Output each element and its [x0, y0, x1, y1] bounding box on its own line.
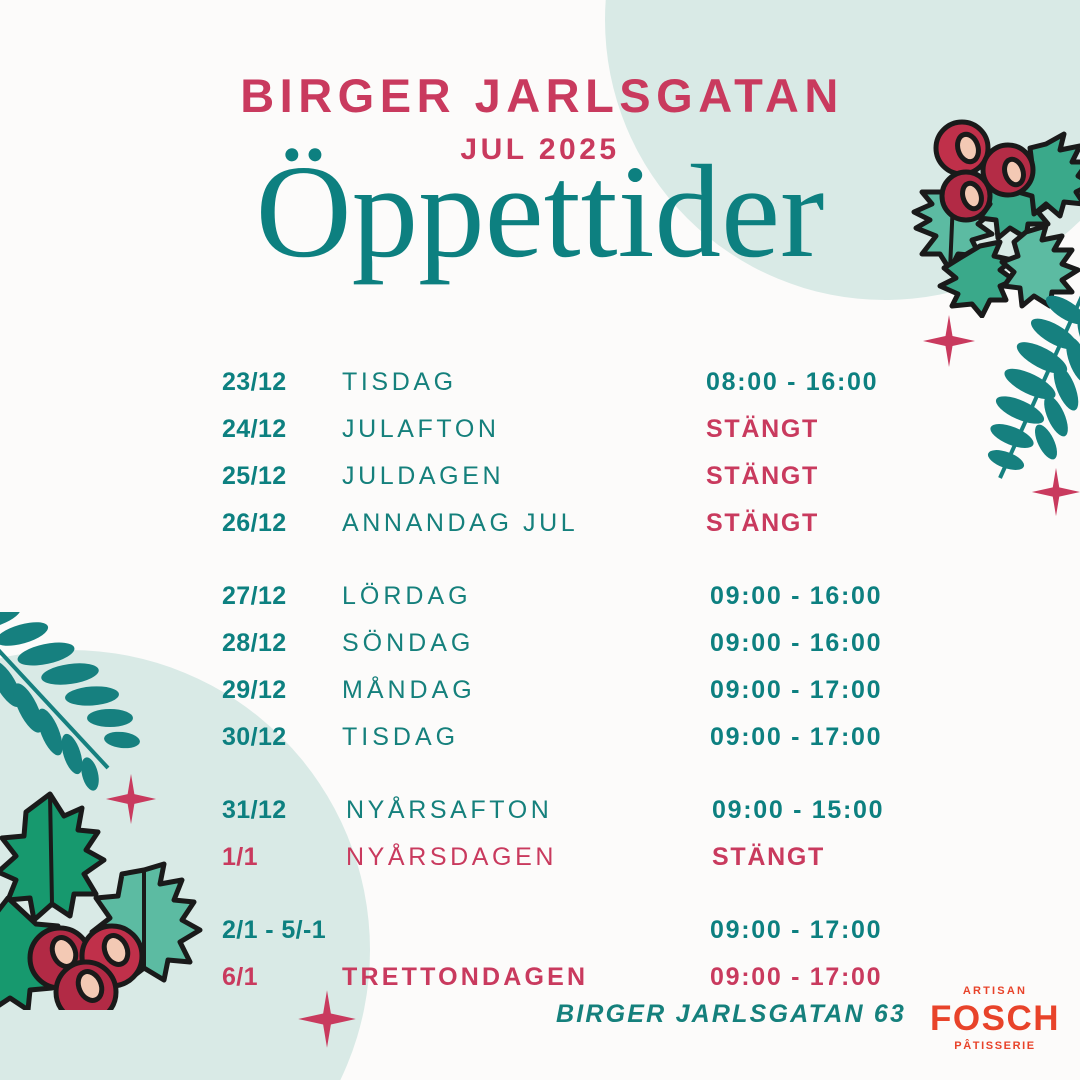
table-row: 29/12 MÅNDAG 09:00 - 17:00: [0, 676, 1080, 723]
row-hours: 09:00 - 17:00: [710, 963, 883, 991]
row-date: 25/12: [222, 462, 287, 490]
logo-artisan-text: ARTISAN: [962, 985, 1028, 997]
schedule-group: 27/12 LÖRDAG 09:00 - 16:00 28/12 SÖNDAG …: [0, 582, 1080, 770]
row-hours: 08:00 - 16:00: [706, 368, 879, 396]
row-date: 24/12: [222, 415, 287, 443]
table-row: 30/12 TISDAG 09:00 - 17:00: [0, 723, 1080, 770]
row-date: 27/12: [222, 582, 287, 610]
row-label: LÖRDAG: [342, 582, 472, 610]
table-row: 31/12 NYÅRSAFTON 09:00 - 15:00: [0, 796, 1080, 843]
poster-header: BIRGER JARLSGATAN JUL 2025 Öppettider: [0, 72, 1080, 278]
schedule-group: 31/12 NYÅRSAFTON 09:00 - 15:00 1/1 NYÅRS…: [0, 796, 1080, 890]
row-label: NYÅRSAFTON: [346, 796, 553, 824]
footer-address: BIRGER JARLSGATAN 63: [556, 1000, 907, 1028]
sparkle-top-right-icon: [923, 315, 975, 367]
row-label: JULDAGEN: [342, 462, 505, 490]
table-row: 26/12 ANNANDAG JUL STÄNGT: [0, 509, 1080, 556]
table-row: 6/1 TRETTONDAGEN 09:00 - 17:00: [0, 963, 1080, 1010]
row-hours: STÄNGT: [706, 509, 819, 537]
table-row: 1/1 NYÅRSDAGEN STÄNGT: [0, 843, 1080, 890]
page-title: Öppettider: [255, 137, 825, 285]
row-label: MÅNDAG: [342, 676, 476, 704]
row-label: TISDAG: [342, 723, 460, 751]
row-date: 29/12: [222, 676, 287, 704]
street-title: BIRGER JARLSGATAN: [240, 69, 844, 122]
row-date: 1/1: [222, 843, 258, 871]
row-label: TISDAG: [342, 368, 457, 396]
row-date: 31/12: [222, 796, 287, 824]
table-row: 28/12 SÖNDAG 09:00 - 16:00: [0, 629, 1080, 676]
row-date: 26/12: [222, 509, 287, 537]
row-date: 2/1 - 5/-1: [222, 916, 327, 944]
logo-name-text: FOSCH: [930, 999, 1060, 1038]
table-row: 25/12 JULDAGEN STÄNGT: [0, 462, 1080, 509]
row-label: NYÅRSDAGEN: [346, 843, 558, 871]
row-date: 23/12: [222, 368, 287, 396]
row-hours: STÄNGT: [706, 415, 819, 443]
table-row: 23/12 TISDAG 08:00 - 16:00: [0, 368, 1080, 415]
row-hours: 09:00 - 16:00: [710, 582, 883, 610]
schedule-group: 23/12 TISDAG 08:00 - 16:00 24/12 JULAFTO…: [0, 368, 1080, 556]
row-hours: 09:00 - 17:00: [710, 916, 883, 944]
row-hours: 09:00 - 16:00: [710, 629, 883, 657]
row-hours: STÄNGT: [712, 843, 825, 871]
opening-hours-table: 23/12 TISDAG 08:00 - 16:00 24/12 JULAFTO…: [0, 368, 1080, 1010]
row-hours: 09:00 - 17:00: [710, 723, 883, 751]
logo-patisserie-text: PÂTISSERIE: [954, 1039, 1036, 1052]
row-date: 6/1: [222, 963, 258, 991]
row-hours: 09:00 - 17:00: [710, 676, 883, 704]
table-row: 24/12 JULAFTON STÄNGT: [0, 415, 1080, 462]
row-label: JULAFTON: [342, 415, 500, 443]
row-date: 30/12: [222, 723, 287, 751]
fosch-logo: ARTISAN FOSCH PÂTISSERIE: [930, 986, 1060, 1052]
row-hours: 09:00 - 15:00: [712, 796, 885, 824]
table-row: 2/1 - 5/-1 09:00 - 17:00: [0, 916, 1080, 963]
row-label: ANNANDAG JUL: [342, 509, 579, 537]
row-label: SÖNDAG: [342, 629, 475, 657]
schedule-group: 2/1 - 5/-1 09:00 - 17:00 6/1 TRETTONDAGE…: [0, 916, 1080, 1010]
row-hours: STÄNGT: [706, 462, 819, 490]
row-label: TRETTONDAGEN: [342, 963, 589, 991]
row-date: 28/12: [222, 629, 287, 657]
table-row: 27/12 LÖRDAG 09:00 - 16:00: [0, 582, 1080, 629]
season-title: JUL 2025: [460, 133, 620, 166]
